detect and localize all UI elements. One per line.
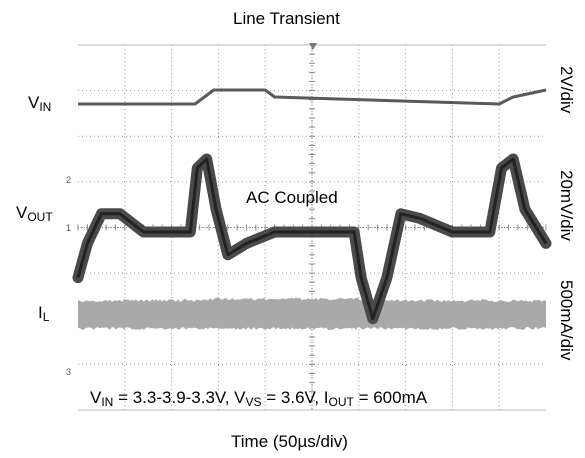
il-label-main: I [38,303,43,322]
vout-trace-core [76,157,548,321]
cond-iout-sub: OUT [328,395,354,409]
channel-3-marker: 3 [66,367,72,377]
il-label-sub: L [42,310,50,324]
channel-1-marker: 1 [66,223,72,233]
cond-vvs-main: V [234,388,246,407]
cond-iout-main: I [323,388,329,407]
vout-scale-label: 20mV/div [557,170,576,241]
cond-vin-value: = 3.3-3.9-3.3V, [113,388,235,407]
trigger-marker [309,43,317,50]
il-scale-label: 500mA/div [557,280,576,361]
cond-iout-value: = 600mA [353,388,428,407]
chart-title: Line Transient [233,9,340,28]
vout-label-main: V [16,203,28,222]
cond-vvs-value: = 3.6V, [261,388,324,407]
cond-vvs-sub: VS [245,395,262,409]
x-axis-label: Time (50µs/div) [231,432,348,451]
vin-label-sub: IN [39,100,52,114]
cond-vin-sub: IN [101,395,114,409]
channel-2-marker: 2 [66,175,72,185]
vout-label: VOUT [16,203,53,224]
cond-vin-main: V [90,388,102,407]
il-trace [78,297,546,330]
vin-label: VIN [28,93,51,114]
ac-coupled-annotation: AC Coupled [246,188,338,207]
vin-scale-label: 2V/div [557,66,576,114]
conditions-annotation: VIN = 3.3-3.9-3.3V, VVS = 3.6V, IOUT = 6… [90,388,427,409]
vout-label-sub: OUT [27,210,53,224]
vin-label-main: V [28,93,40,112]
il-label: IL [38,303,49,324]
vin-trace [78,88,547,106]
